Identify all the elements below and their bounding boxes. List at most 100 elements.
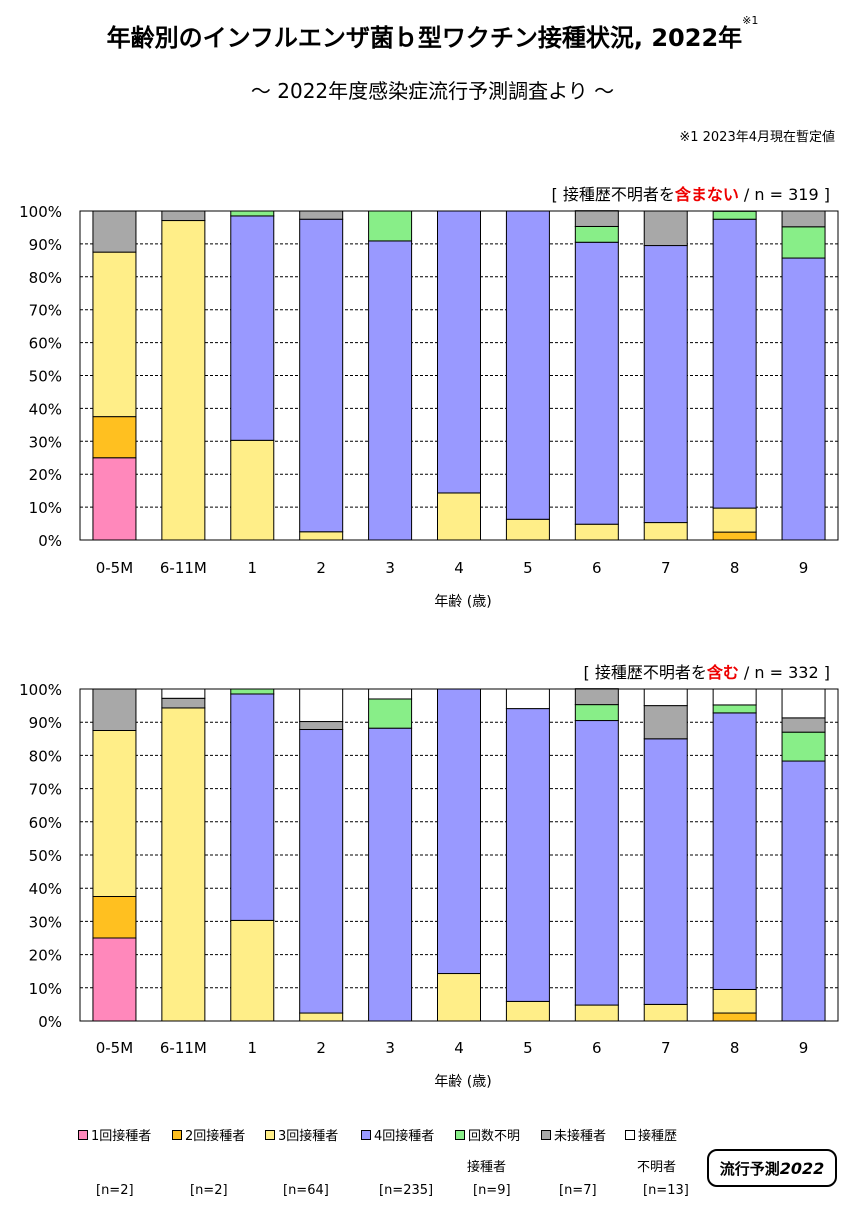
legend-label: 接種歴 (638, 1129, 678, 1144)
bar-segment-dose4 (437, 688, 481, 975)
x-tick-label: 1 (247, 559, 257, 577)
x-tick-label: 5 (523, 559, 533, 577)
bar-segment-unknown_count (781, 226, 826, 259)
bar-segment-unvaccinated (781, 717, 826, 733)
x-tick-label: 8 (730, 559, 740, 577)
bar-segment-unvaccinated (574, 688, 619, 706)
bar-segment-unvaccinated (299, 721, 344, 731)
bar-segment-dose4 (574, 720, 619, 1006)
legend-swatch (265, 1129, 275, 1140)
bar-segment-dose3 (574, 523, 619, 541)
legend-count: [n=13] (643, 1183, 689, 1198)
y-tick-label: 10% (29, 499, 62, 517)
y-tick-label: 10% (29, 980, 62, 998)
legend-row: 接種歴 (625, 1125, 710, 1144)
legend-item-dose4: 4回接種者 [n=235] (361, 1125, 446, 1198)
y-tick-label: 100% (19, 203, 62, 221)
x-tick-label: 5 (523, 1039, 533, 1057)
legend-label: 1回接種者 (91, 1129, 152, 1144)
y-tick-label: 40% (29, 400, 62, 418)
bar-segment-unvaccinated (643, 210, 688, 247)
legend-item-dose1: 1回接種者 [n=2] (78, 1125, 163, 1198)
bar-segment-dose4 (712, 218, 757, 509)
bar-segment-dose3 (299, 531, 344, 541)
legend-count: [n=7] (559, 1183, 597, 1198)
bar-segment-unknown_history (781, 688, 826, 719)
bar-segment-unvaccinated (643, 705, 688, 740)
bar-segment-dose3 (712, 988, 757, 1014)
bar-segment-dose4 (437, 210, 481, 494)
bar-segment-unknown_history (643, 688, 688, 707)
legend-count: [n=2] (96, 1183, 134, 1198)
bar-segment-dose4 (299, 729, 344, 1014)
legend: 1回接種者 [n=2] 2回接種者 [n=2] 3回接種者 [n=64] 4回接種者 [n=2… (78, 1125, 698, 1205)
x-tick-label: 6-11M (160, 559, 207, 577)
bar-segment-dose3 (92, 730, 137, 897)
legend-label: 未接種者 (554, 1129, 607, 1144)
bar-segment-dose3 (643, 1003, 688, 1022)
logo-badge: 流行予測 2022 (707, 1149, 837, 1187)
legend-row: 回数不明 (455, 1125, 540, 1144)
bar-segment-unknown_history (368, 688, 413, 700)
bar-segment-unknown_count (712, 210, 757, 220)
bar-segment-unknown_count (368, 210, 413, 242)
x-tick-label: 8 (730, 1039, 740, 1057)
bar-segment-dose3 (161, 707, 206, 1022)
bar-segment-dose4 (643, 738, 688, 1005)
bar-segment-dose4 (781, 257, 826, 541)
legend-label: 2回接種者 (185, 1129, 246, 1144)
caption-suffix: / n = 319 ] (739, 185, 830, 204)
bar-segment-dose4 (299, 218, 344, 533)
caption-suffix: / n = 332 ] (739, 663, 830, 682)
y-tick-label: 60% (29, 814, 62, 832)
legend-label: 回数不明 (468, 1129, 521, 1144)
y-tick-label: 90% (29, 236, 62, 254)
legend-row: 4回接種者 (361, 1125, 446, 1144)
bar-segment-dose4 (230, 215, 275, 441)
bar-segment-unknown_count (574, 704, 619, 722)
caption-prefix: [ 接種歴不明者を (551, 185, 674, 204)
bar-segment-dose4 (781, 760, 826, 1022)
y-tick-label: 80% (29, 747, 62, 765)
y-tick-label: 50% (29, 368, 62, 386)
y-tick-label: 50% (29, 847, 62, 865)
bar-segment-dose3 (437, 492, 481, 541)
legend-count: [n=9] (473, 1183, 511, 1198)
bar-segment-unknown_history (505, 688, 550, 710)
bar-segment-unknown_count (781, 731, 826, 762)
x-tick-label: 9 (799, 559, 809, 577)
legend-label-line2: 接種者 (467, 1160, 507, 1175)
x-tick-label: 7 (661, 559, 671, 577)
bar-segment-dose1 (92, 937, 137, 1022)
bar-segment-dose2 (92, 416, 137, 459)
y-tick-label: 30% (29, 433, 62, 451)
bar-segment-dose3 (230, 919, 275, 1022)
bar-segment-dose3 (230, 439, 275, 541)
x-axis-label: 年齢 (歳) (434, 1074, 491, 1090)
bar-segment-dose2 (712, 1012, 757, 1022)
y-tick-label: 20% (29, 466, 62, 484)
x-tick-label: 3 (385, 559, 395, 577)
bar-segment-unknown_count (230, 688, 275, 695)
bar-segment-dose2 (92, 896, 137, 939)
caption-emphasis: 含まない (675, 185, 739, 204)
y-tick-label: 80% (29, 269, 62, 287)
bar-segment-dose4 (574, 241, 619, 525)
bar-segment-unknown_history (712, 688, 757, 706)
chart-caption: [ 接種歴不明者を含む / n = 332 ] (583, 663, 830, 682)
legend-count: [n=235] (379, 1183, 434, 1198)
x-tick-label: 6 (592, 1039, 602, 1057)
bar-segment-unknown_history (299, 688, 344, 723)
y-tick-label: 0% (38, 532, 62, 550)
plot-frame-1 (79, 688, 839, 1022)
caption-prefix: [ 接種歴不明者を (583, 663, 706, 682)
bar-segment-dose4 (643, 245, 688, 524)
chart-caption: [ 接種歴不明者を含まない / n = 319 ] (551, 185, 830, 204)
title-note-mark: ※1 (742, 14, 759, 27)
bar-segment-unknown_count (712, 704, 757, 714)
plot-frame-0 (79, 210, 839, 541)
title-text: 年齢別のインフルエンザ菌ｂ型ワクチン接種状況, 2022年 (106, 24, 743, 52)
legend-swatch (541, 1129, 551, 1140)
logo-text: 流行予測 (719, 1159, 780, 1178)
y-tick-label: 70% (29, 781, 62, 799)
